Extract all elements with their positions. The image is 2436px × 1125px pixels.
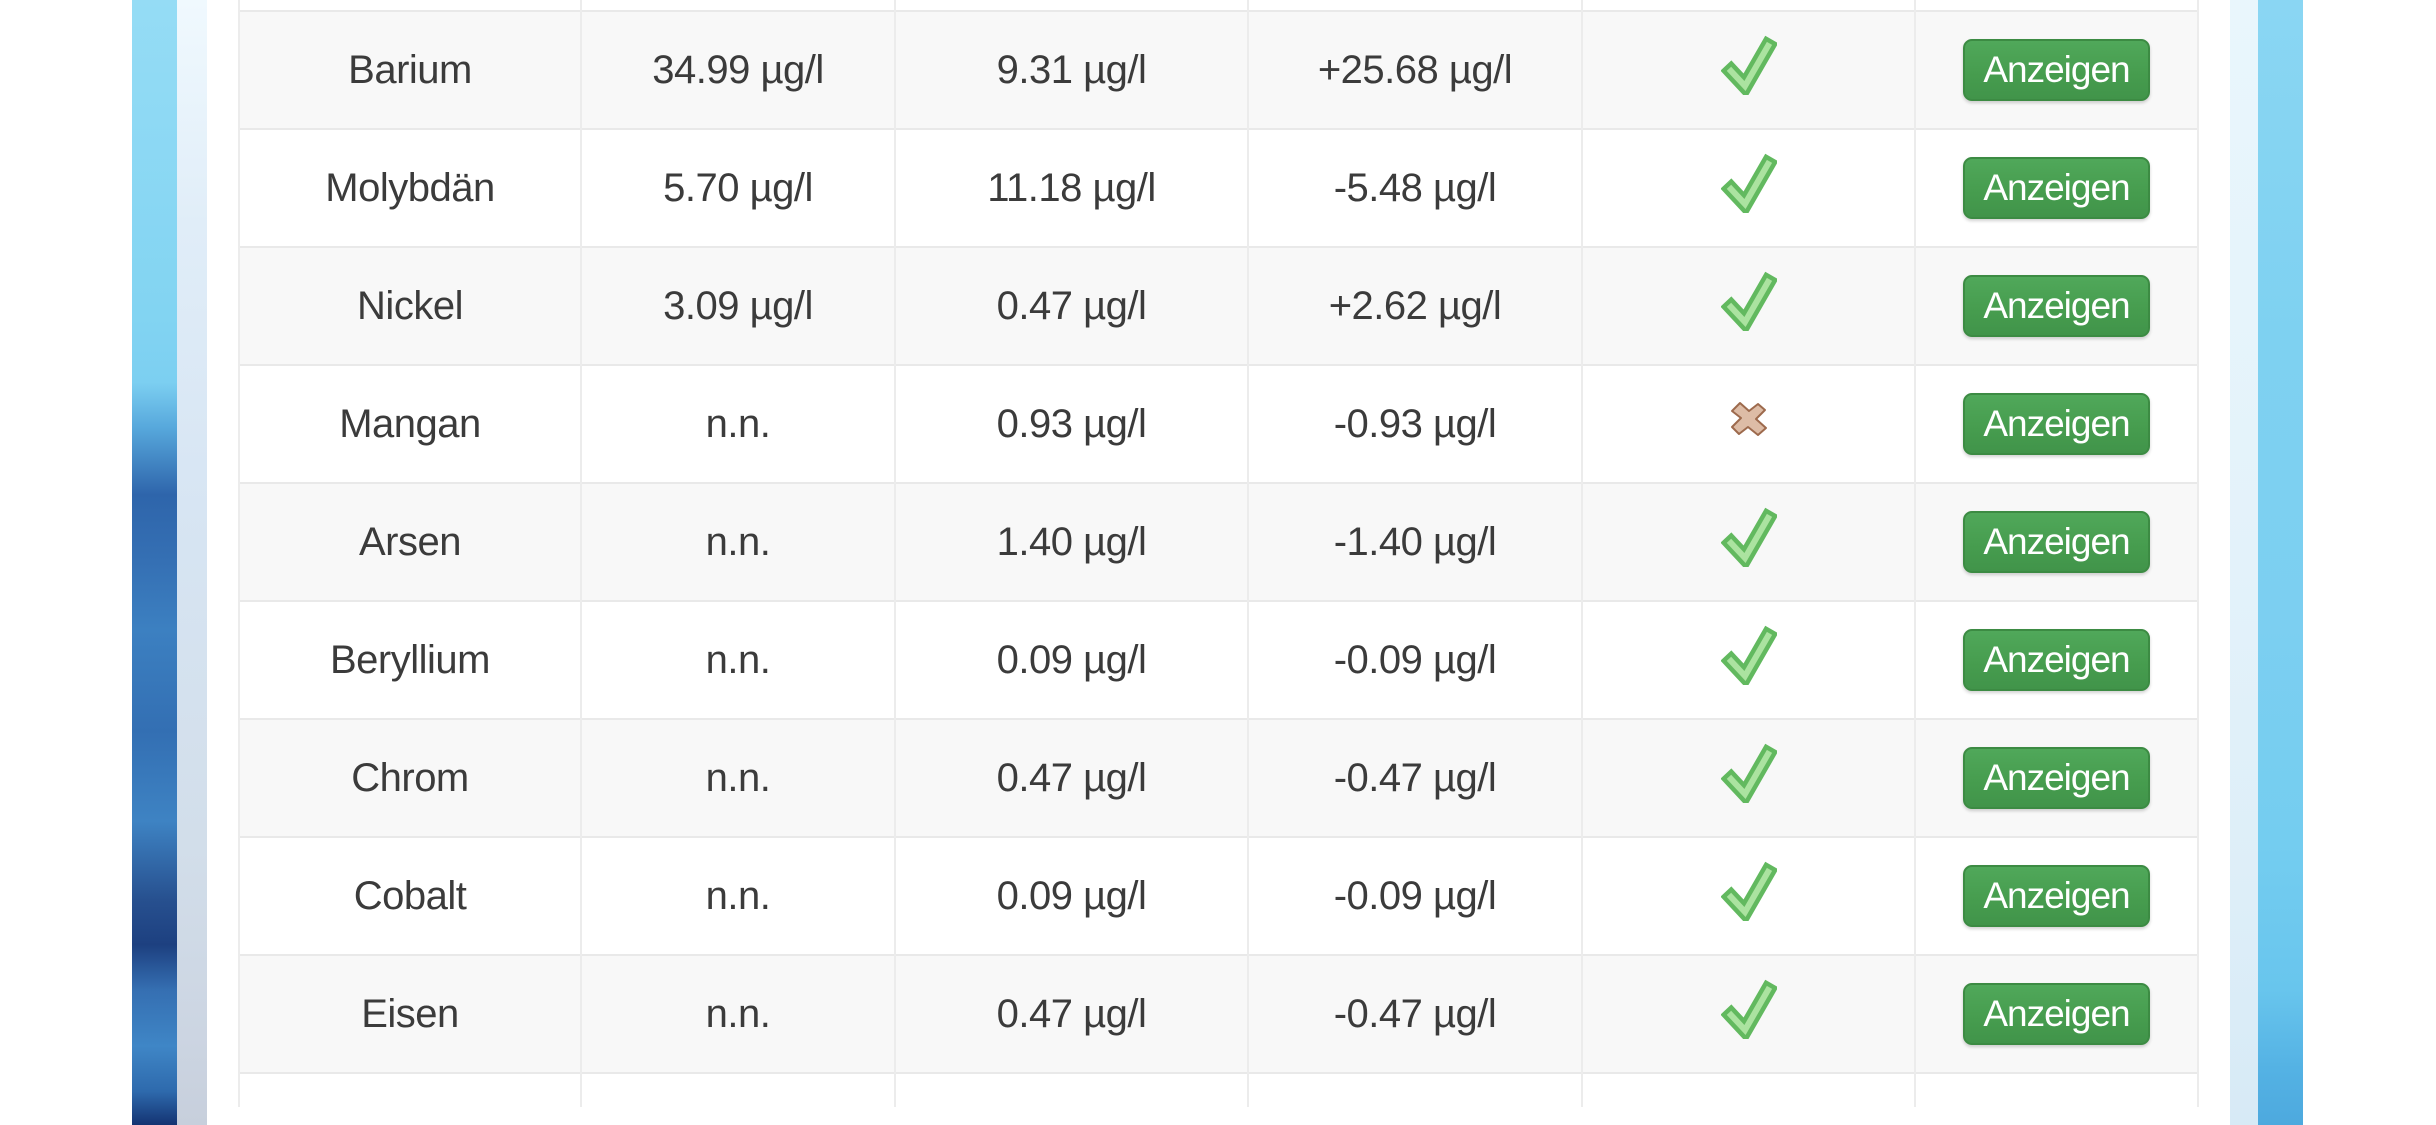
content-border-left-strip: [177, 0, 207, 1125]
green-check-icon: [1720, 979, 1777, 1039]
reference-value-cell: 0.47 µg/l: [894, 954, 1248, 1073]
parameter-name-cell: Barium: [238, 10, 581, 129]
status-icon-box: [1720, 507, 1777, 567]
difference-value-cell: -0.09 µg/l: [1247, 836, 1582, 955]
status-icon-box: [1720, 625, 1777, 685]
table-row: Nickel 3.09 µg/l 0.47 µg/l +2.62 µg/l An…: [238, 246, 2199, 365]
table-row: Cobalt n.n. 0.09 µg/l -0.09 µg/l Anzeige…: [238, 836, 2199, 955]
table-row: Molybdän 5.70 µg/l 11.18 µg/l -5.48 µg/l…: [238, 128, 2199, 247]
difference-value-cell: -0.47 µg/l: [1247, 718, 1582, 837]
difference-value-cell: -0.93 µg/l: [1247, 364, 1582, 483]
anzeigen-button[interactable]: Anzeigen: [1963, 747, 2150, 809]
difference-value-cell: +25.68 µg/l: [1247, 10, 1582, 129]
content-border-right-strip: [2230, 0, 2258, 1125]
measured-value-cell: n.n.: [580, 954, 895, 1073]
background-water-photo-right-strip: [2258, 0, 2303, 1125]
green-check-icon: [1720, 271, 1777, 331]
green-check-icon: [1720, 625, 1777, 685]
status-icon-box: [1720, 271, 1777, 331]
table-row: Eisen n.n. 0.47 µg/l -0.47 µg/l Anzeigen: [238, 954, 2199, 1073]
status-icon-box: [1720, 861, 1777, 921]
difference-value-cell: -0.47 µg/l: [1247, 954, 1582, 1073]
measured-value-cell: 5.70 µg/l: [580, 128, 895, 247]
parameter-name-cell: Chrom: [238, 718, 581, 837]
difference-value-cell: +2.62 µg/l: [1247, 246, 1582, 365]
green-check-icon: [1720, 743, 1777, 803]
parameter-name-cell: Arsen: [238, 482, 581, 601]
anzeigen-button[interactable]: Anzeigen: [1963, 157, 2150, 219]
brown-cross-icon: [1730, 402, 1767, 436]
table-row-partial-bottom: [238, 1072, 2199, 1107]
table-row-partial-top: [238, 0, 2199, 11]
difference-value-cell: -1.40 µg/l: [1247, 482, 1582, 601]
measured-value-cell: n.n.: [580, 364, 895, 483]
measured-value-cell: 34.99 µg/l: [580, 10, 895, 129]
reference-value-cell: 9.31 µg/l: [894, 10, 1248, 129]
green-check-icon: [1720, 153, 1777, 213]
background-water-photo-left-strip: [132, 0, 177, 1125]
anzeigen-button[interactable]: Anzeigen: [1963, 39, 2150, 101]
parameter-name-cell: Mangan: [238, 364, 581, 483]
parameter-name-cell: Cobalt: [238, 836, 581, 955]
status-icon-box: [1720, 153, 1777, 213]
parameter-name-cell: Molybdän: [238, 128, 581, 247]
status-icon-box: [1720, 979, 1777, 1039]
reference-value-cell: 0.47 µg/l: [894, 718, 1248, 837]
measured-value-cell: n.n.: [580, 836, 895, 955]
reference-value-cell: 11.18 µg/l: [894, 128, 1248, 247]
anzeigen-button[interactable]: Anzeigen: [1963, 865, 2150, 927]
table-row: Mangan n.n. 0.93 µg/l -0.93 µg/l Anzeige…: [238, 364, 2199, 483]
reference-value-cell: 1.40 µg/l: [894, 482, 1248, 601]
measured-value-cell: n.n.: [580, 482, 895, 601]
difference-value-cell: -5.48 µg/l: [1247, 128, 1582, 247]
analysis-results-table: Barium 34.99 µg/l 9.31 µg/l +25.68 µg/l …: [238, 0, 2199, 1107]
anzeigen-button[interactable]: Anzeigen: [1963, 393, 2150, 455]
parameter-name-cell: Beryllium: [238, 600, 581, 719]
anzeigen-button[interactable]: Anzeigen: [1963, 511, 2150, 573]
measured-value-cell: 3.09 µg/l: [580, 246, 895, 365]
anzeigen-button[interactable]: Anzeigen: [1963, 275, 2150, 337]
green-check-icon: [1720, 35, 1777, 95]
green-check-icon: [1720, 861, 1777, 921]
table-row: Barium 34.99 µg/l 9.31 µg/l +25.68 µg/l …: [238, 10, 2199, 129]
measured-value-cell: n.n.: [580, 718, 895, 837]
anzeigen-button[interactable]: Anzeigen: [1963, 983, 2150, 1045]
parameter-name-cell: Eisen: [238, 954, 581, 1073]
status-icon-box: [1720, 743, 1777, 803]
reference-value-cell: 0.93 µg/l: [894, 364, 1248, 483]
reference-value-cell: 0.09 µg/l: [894, 836, 1248, 955]
parameter-name-cell: Nickel: [238, 246, 581, 365]
difference-value-cell: -0.09 µg/l: [1247, 600, 1582, 719]
analysis-results-table-wrap: Barium 34.99 µg/l 9.31 µg/l +25.68 µg/l …: [238, 0, 2199, 1107]
reference-value-cell: 0.47 µg/l: [894, 246, 1248, 365]
reference-value-cell: 0.09 µg/l: [894, 600, 1248, 719]
table-row: Arsen n.n. 1.40 µg/l -1.40 µg/l Anzeigen: [238, 482, 2199, 601]
table-row: Beryllium n.n. 0.09 µg/l -0.09 µg/l Anze…: [238, 600, 2199, 719]
status-icon-box: [1720, 35, 1777, 95]
status-icon-box: [1728, 401, 1770, 437]
anzeigen-button[interactable]: Anzeigen: [1963, 629, 2150, 691]
table-row: Chrom n.n. 0.47 µg/l -0.47 µg/l Anzeigen: [238, 718, 2199, 837]
measured-value-cell: n.n.: [580, 600, 895, 719]
green-check-icon: [1720, 507, 1777, 567]
